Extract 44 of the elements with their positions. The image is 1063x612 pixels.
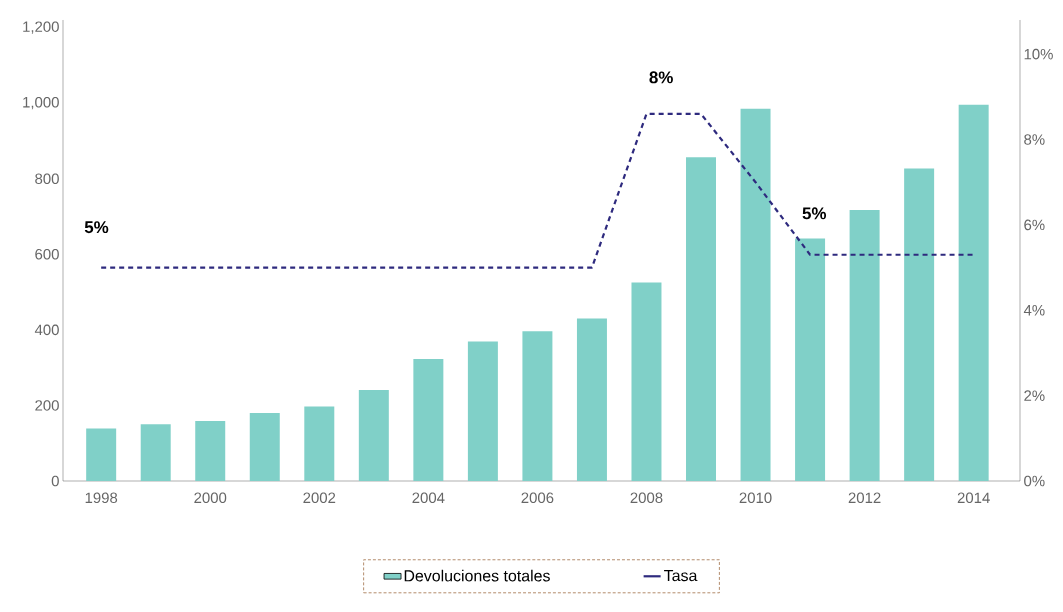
x-tick-label: 1998: [85, 492, 118, 504]
legend-label: Devoluciones totales: [404, 569, 550, 582]
y2-tick-label: 0%: [1024, 475, 1045, 487]
y-tick-label: 0: [51, 475, 59, 487]
x-tick-label: 2012: [848, 492, 881, 504]
y2-tick-label: 6%: [1024, 219, 1045, 231]
bar: [358, 389, 389, 481]
bar: [576, 318, 607, 481]
bar: [86, 428, 117, 481]
legend-label: Tasa: [664, 570, 698, 582]
y-tick-label: 1,200: [23, 21, 59, 34]
bar: [904, 168, 935, 481]
annotation: 5%: [84, 221, 109, 234]
bar: [631, 282, 662, 481]
x-tick-label: 2010: [739, 492, 772, 504]
bar: [140, 424, 171, 481]
bar: [795, 238, 826, 481]
bar: [304, 406, 335, 481]
x-tick-label: 2004: [412, 492, 445, 504]
annotation: 5%: [802, 207, 827, 220]
y-tick-label: 400: [34, 324, 59, 336]
bar: [686, 157, 716, 481]
bar: [958, 104, 989, 481]
y-tick-label: 200: [35, 400, 59, 411]
y-tick-label: 800: [35, 173, 59, 184]
bar: [740, 108, 771, 481]
bar: [249, 412, 280, 481]
y-tick-label: 600: [35, 248, 59, 260]
bar: [413, 358, 444, 481]
x-tick-label: 2006: [521, 492, 554, 504]
x-tick-label: 2000: [194, 492, 227, 504]
y2-tick-label: 10%: [1024, 48, 1053, 60]
x-tick-label: 2008: [630, 492, 663, 504]
y-tick-label: 1,000: [23, 96, 59, 110]
y2-tick-label: 4%: [1023, 305, 1045, 316]
y2-tick-label: 2%: [1024, 390, 1045, 401]
bar: [195, 420, 226, 481]
bar: [522, 331, 553, 481]
bar: [467, 341, 498, 481]
annotation: 8%: [649, 71, 673, 84]
x-tick-label: 2002: [303, 492, 336, 504]
y2-tick-label: 8%: [1024, 134, 1045, 145]
x-tick-label: 2014: [957, 492, 990, 504]
bar: [849, 210, 880, 481]
